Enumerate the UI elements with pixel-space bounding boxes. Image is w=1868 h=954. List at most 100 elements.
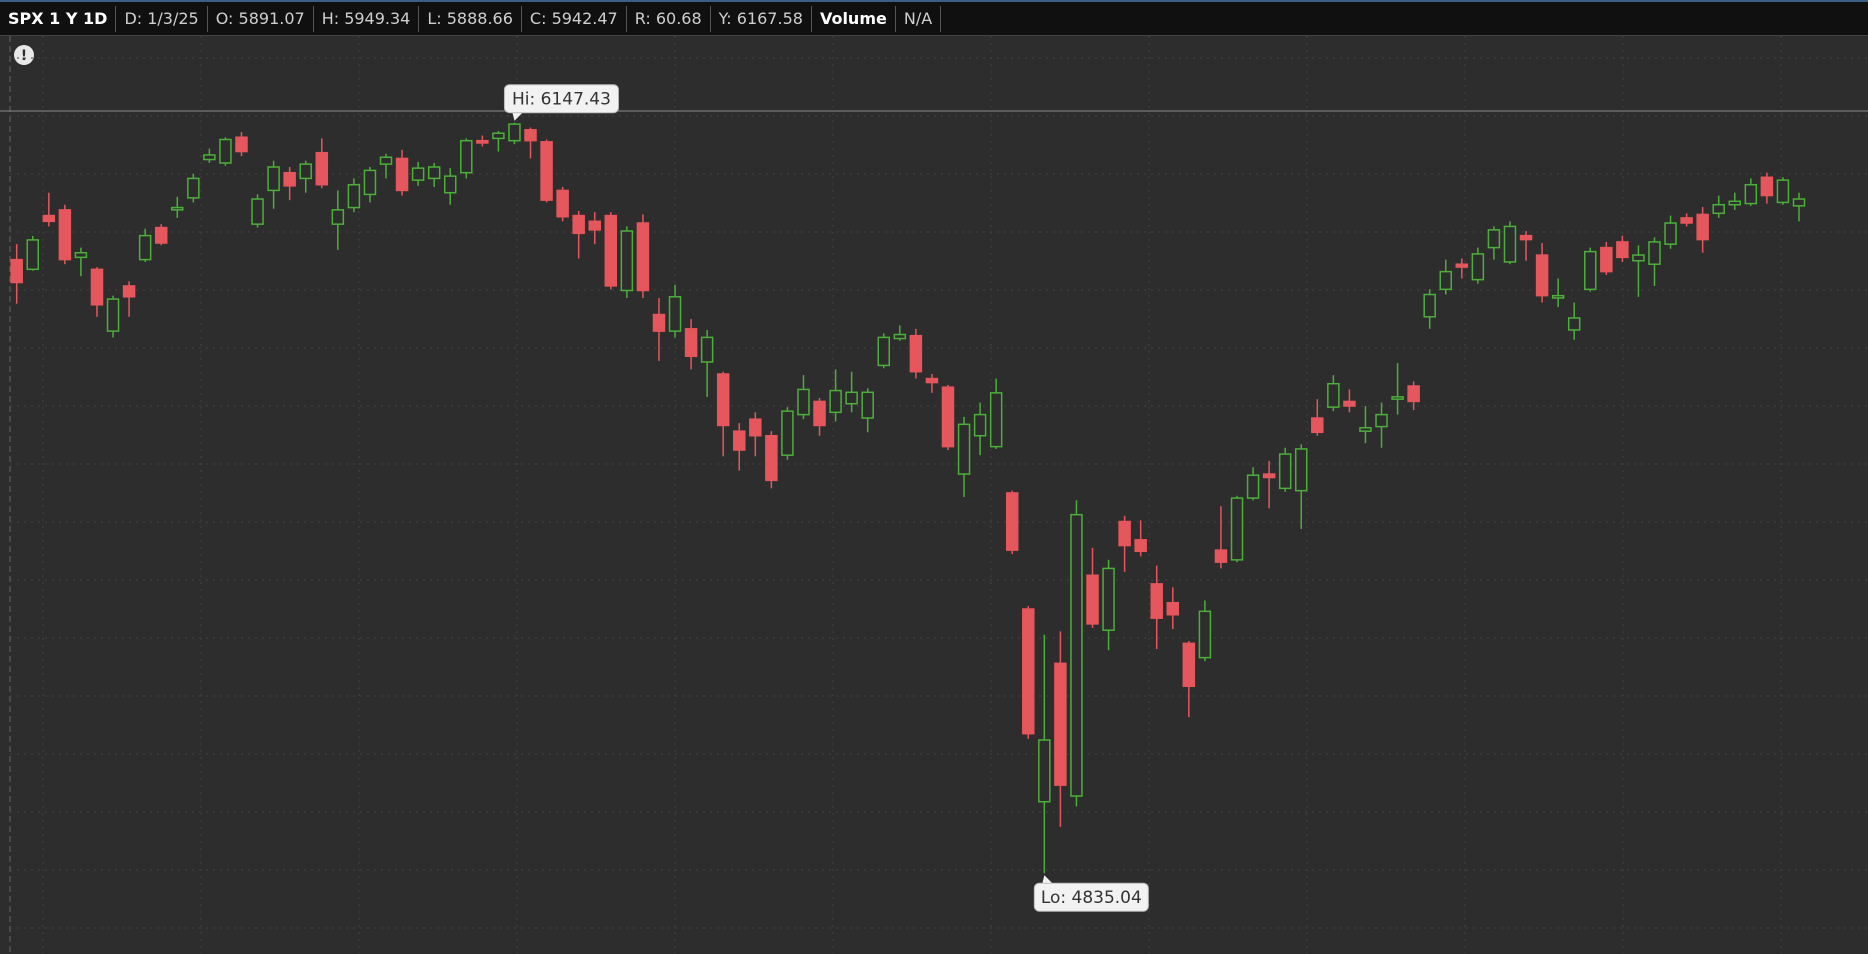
candle-body [1150, 583, 1163, 619]
candle-body [620, 230, 634, 292]
quote-field: C: 5942.47 [522, 5, 627, 32]
candle-body [524, 129, 537, 142]
candle-body [476, 139, 489, 144]
candle-body [1792, 198, 1806, 207]
candle-body [684, 328, 698, 358]
candle-body [540, 141, 553, 201]
candle-body [1375, 413, 1388, 428]
candle-body [1519, 234, 1533, 241]
candle-body [1182, 642, 1196, 687]
candle-body [10, 258, 23, 284]
candle-body [219, 138, 232, 164]
candle-body [74, 252, 88, 259]
candle-body [556, 189, 569, 218]
candle-body [1118, 520, 1131, 547]
candle-body [106, 298, 120, 332]
alert-icon-glyph: ! [21, 48, 27, 64]
volume-label: Volume [812, 5, 896, 32]
candle-body [1600, 246, 1613, 273]
candle-body [508, 123, 521, 142]
candle-body [1487, 229, 1501, 249]
candle-body [1744, 183, 1758, 205]
candle-body [1005, 492, 1019, 551]
candle-body [1134, 539, 1147, 553]
candle-body [1407, 385, 1420, 403]
candle-body [1070, 513, 1083, 797]
candle-body [733, 430, 746, 451]
candle-body [1198, 610, 1212, 659]
candle-body [1262, 473, 1276, 479]
candle-body [1230, 497, 1244, 561]
candle-body [1054, 662, 1067, 786]
candle-body [1632, 254, 1645, 262]
low-callout-pointer [1042, 875, 1053, 884]
chart: ! Hi: 6147.43 Lo: 4835.04 [0, 36, 1868, 954]
candle-body [1648, 241, 1661, 265]
candle-body [1038, 739, 1051, 803]
candle-body [588, 220, 601, 231]
candle-body [1439, 270, 1453, 291]
symbol[interactable]: SPX 1 Y 1D [0, 5, 117, 32]
candle-body [1567, 317, 1581, 331]
candle-body [42, 214, 56, 223]
low-callout-box [1033, 882, 1149, 912]
candle-body [652, 313, 666, 332]
quote-field: L: 5888.66 [419, 5, 522, 32]
candle-body [283, 171, 296, 187]
candle-body [267, 166, 280, 192]
high-callout-box [503, 84, 619, 114]
candle-body [1616, 241, 1629, 259]
candle-body [299, 163, 312, 180]
candle-body [1776, 179, 1790, 204]
candle-body [1664, 222, 1677, 245]
quote-field: D: 1/3/25 [116, 5, 208, 32]
candle-body [203, 154, 216, 161]
quote-field: R: 60.68 [627, 5, 711, 32]
alert-icon[interactable] [14, 45, 34, 65]
candle-body [1471, 253, 1485, 281]
candle-body [781, 410, 794, 456]
low-callout-text: Lo: 4835.04 [1041, 888, 1142, 908]
candle-body [187, 177, 200, 199]
chart-background [0, 36, 1868, 954]
quote-field: Y: 6167.58 [711, 5, 812, 32]
candle-body [1423, 293, 1436, 318]
candle-body [909, 334, 923, 373]
candle-body [251, 198, 264, 225]
candle-body [877, 336, 891, 367]
candle-body [797, 388, 810, 416]
candle-body [1343, 400, 1356, 407]
candle-body [1712, 203, 1725, 215]
volume-value: N/A [896, 5, 942, 32]
candle-body [1086, 574, 1099, 625]
candle-body [411, 167, 425, 181]
candle-body [443, 175, 457, 194]
candle-body [1551, 294, 1565, 299]
candle-body [315, 151, 329, 186]
candle-body [1391, 396, 1404, 400]
candle-body [363, 169, 377, 196]
candle-body [893, 333, 907, 340]
candle-body [1680, 217, 1693, 224]
candle-body [668, 296, 682, 332]
candle-body [1455, 263, 1469, 268]
candle-body [861, 391, 874, 419]
header-bar: SPX 1 Y 1D D: 1/3/25 O: 5891.07 H: 5949.34… [0, 0, 1868, 36]
candle-body [572, 214, 585, 235]
candle-body [1535, 254, 1549, 297]
candle-body [1214, 549, 1228, 563]
candle-body [1311, 417, 1324, 434]
candle-body [829, 389, 842, 414]
candle-body [716, 373, 730, 427]
candle-body [973, 413, 987, 437]
candle-body [138, 234, 152, 261]
candle-body [427, 166, 441, 180]
candle-body [379, 156, 393, 165]
candle-body [347, 183, 361, 209]
high-callout-pointer [512, 112, 523, 121]
candle-body [989, 392, 1003, 448]
candle-body [1246, 474, 1260, 499]
candle-body [749, 418, 762, 437]
candle-body [636, 222, 650, 292]
